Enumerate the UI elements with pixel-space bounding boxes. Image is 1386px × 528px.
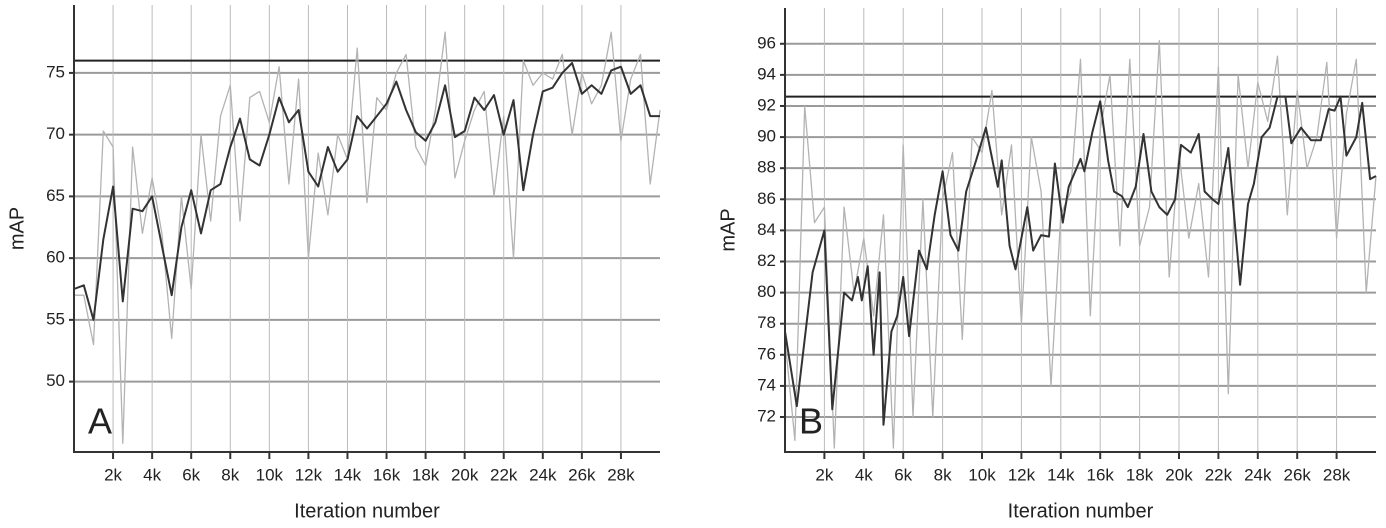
y-tick-label: 82 [757,251,776,270]
panel-label: B [799,401,823,442]
y-tick-label: 70 [46,124,65,143]
y-tick-label: 92 [757,95,776,114]
line-series [784,95,1377,426]
x-tick-label: 16k [373,465,401,484]
y-tick-label: 50 [46,371,65,390]
panel-label: A [88,401,112,442]
x-tick-label: 24k [529,465,557,484]
y-tick-label: 72 [757,406,776,425]
line-series [73,62,660,321]
y-tick-label: 55 [46,309,65,328]
y-tick-label: 90 [757,127,776,146]
x-axis-label: Iteration number [1008,500,1154,522]
y-tick-label: 80 [757,282,776,301]
y-tick-label: 60 [46,248,65,267]
x-tick-label: 26k [1283,465,1311,484]
y-tick-label: 86 [757,189,776,208]
x-tick-label: 14k [334,465,362,484]
y-tick-label: 84 [757,220,776,239]
x-tick-label: 2k [815,465,833,484]
x-tick-label: 26k [568,465,596,484]
x-tick-label: 12k [295,465,323,484]
x-tick-label: 6k [182,465,200,484]
x-tick-label: 8k [934,465,952,484]
x-tick-label: 22k [490,465,518,484]
y-axis-label: mAP [6,207,28,250]
line-series [784,40,1377,449]
x-tick-label: 16k [1086,465,1114,484]
y-tick-label: 78 [757,313,776,332]
y-tick-label: 76 [757,344,776,363]
y-tick-label: 75 [46,62,65,81]
x-tick-label: 4k [143,465,161,484]
x-tick-label: 28k [1323,465,1351,484]
x-tick-label: 10k [256,465,284,484]
x-tick-label: 2k [104,465,122,484]
x-tick-label: 22k [1205,465,1233,484]
x-tick-label: 24k [1244,465,1272,484]
x-tick-label: 20k [451,465,479,484]
x-tick-label: 20k [1165,465,1193,484]
x-tick-label: 6k [894,465,912,484]
x-tick-label: 10k [968,465,996,484]
y-tick-label: 96 [757,33,776,52]
x-tick-label: 18k [1126,465,1154,484]
y-tick-label: 74 [757,375,776,394]
x-tick-label: 8k [221,465,239,484]
x-axis-label: Iteration number [294,500,440,522]
x-tick-label: 28k [607,465,635,484]
y-tick-label: 88 [757,158,776,177]
line-series [74,31,661,445]
y-axis-label: mAP [717,208,739,251]
x-tick-label: 18k [412,465,440,484]
y-tick-label: 94 [757,64,776,83]
x-tick-label: 14k [1047,465,1075,484]
x-tick-label: 4k [855,465,873,484]
x-tick-label: 12k [1008,465,1036,484]
y-tick-label: 65 [46,186,65,205]
